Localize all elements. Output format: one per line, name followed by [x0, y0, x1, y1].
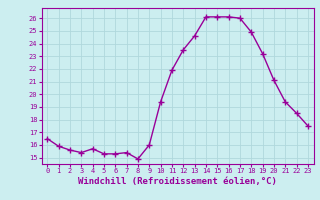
X-axis label: Windchill (Refroidissement éolien,°C): Windchill (Refroidissement éolien,°C) [78, 177, 277, 186]
